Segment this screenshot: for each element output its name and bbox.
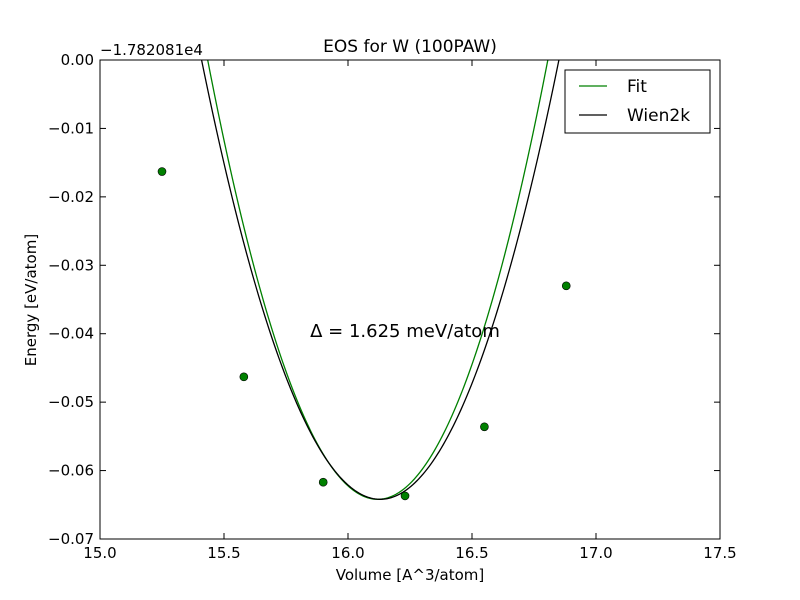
y-tick-label: −0.01 — [48, 119, 94, 137]
y-tick-label: −0.02 — [48, 188, 94, 206]
data-point — [561, 281, 571, 291]
chart-title: EOS for W (100PAW) — [323, 37, 497, 57]
legend: Fit Wien2k — [564, 69, 711, 134]
legend-label-wien2k: Wien2k — [627, 106, 690, 126]
tick-layer: 15.0 15.5 16.0 16.5 17.0 17.5 0.00 −0.01 −0.02 −0… — [48, 51, 737, 562]
y-axis-label: Energy [eV/atom] — [22, 234, 40, 366]
curve-layer — [200, 60, 560, 500]
x-tick-label: 15.5 — [207, 544, 240, 562]
plot-area — [100, 60, 720, 539]
y-tick-label: −0.06 — [48, 462, 94, 480]
data-point — [480, 422, 489, 432]
x-tick-label: 15.0 — [83, 544, 116, 562]
plot-frame — [99, 59, 721, 540]
y-tick-label: −0.03 — [48, 256, 94, 274]
legend-box — [564, 69, 711, 134]
y-tick-label: −0.04 — [48, 325, 94, 343]
data-point — [157, 167, 167, 176]
x-tick-label: 16.0 — [331, 544, 364, 562]
legend-label-fit: Fit — [627, 77, 647, 97]
y-offset-label: −1.782081e4 — [100, 41, 203, 59]
data-point — [239, 372, 249, 382]
series-line-wien2k — [200, 60, 560, 500]
series-line-fit — [207, 60, 549, 500]
data-point — [400, 491, 410, 501]
x-tick-label: 17.5 — [703, 544, 736, 562]
marker-layer — [157, 167, 571, 501]
y-tick-label: 0.00 — [61, 51, 94, 69]
x-axis-label: Volume [A^3/atom] — [336, 566, 485, 584]
y-tick-label: −0.07 — [48, 530, 94, 548]
delta-annotation: Δ = 1.625 meV/atom — [310, 321, 500, 342]
y-tick-label: −0.05 — [48, 393, 94, 411]
x-tick-label: 17.0 — [579, 544, 612, 562]
x-tick-label: 16.5 — [455, 544, 488, 562]
data-point — [318, 477, 328, 487]
